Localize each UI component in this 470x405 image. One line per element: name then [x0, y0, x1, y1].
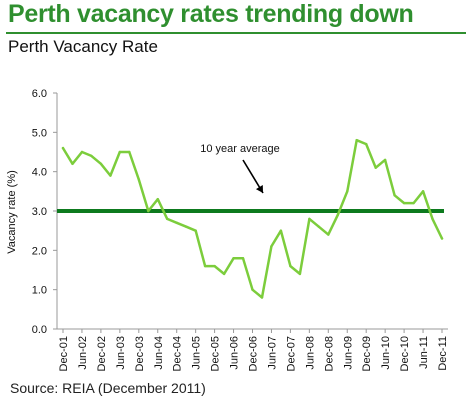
data-point	[327, 233, 330, 236]
data-point	[175, 221, 178, 224]
data-point	[203, 264, 207, 268]
data-point	[109, 174, 112, 177]
y-axis-label: Vacancy rate (%)	[6, 170, 18, 254]
data-point	[440, 237, 444, 240]
data-point	[317, 225, 320, 228]
data-point	[147, 209, 150, 213]
x-tick-label: Jun-08	[304, 336, 316, 370]
average-annotation: 10 year average	[200, 143, 280, 155]
data-point	[393, 194, 396, 197]
x-tick-label: Jun-10	[380, 336, 392, 370]
data-point	[90, 154, 93, 158]
source-note: Source: REIA (December 2011)	[10, 380, 206, 396]
data-point	[260, 296, 264, 299]
data-point	[308, 217, 311, 221]
data-point	[336, 213, 339, 217]
x-tick-label: Dec-08	[323, 336, 335, 371]
y-tick-label: 0.0	[32, 324, 47, 336]
data-point	[128, 150, 131, 154]
x-tick-label: Dec-10	[399, 336, 411, 371]
data-point	[222, 272, 226, 276]
data-point	[194, 229, 197, 232]
data-point	[421, 190, 425, 193]
x-tick-label: Dec-09	[361, 336, 373, 371]
vacancy-rate-line	[61, 138, 444, 299]
x-tick-label: Jun-09	[342, 336, 354, 370]
data-point	[298, 272, 302, 276]
data-point	[213, 264, 216, 268]
data-point	[431, 217, 434, 221]
x-tick-label: Dec-11	[437, 336, 449, 371]
x-axis-ticks: Dec-01 Jun-02 Dec-02 Jun-03 Dec-03 Jun-04 Dec-…	[58, 329, 449, 371]
data-point	[61, 146, 65, 150]
data-point	[137, 178, 140, 181]
data-point	[374, 166, 377, 169]
x-tick-label: Dec-01	[58, 336, 70, 371]
x-tick-label: Jun-06	[229, 336, 241, 370]
x-tick-label: Jun-02	[77, 336, 89, 370]
data-point	[270, 245, 273, 248]
data-point	[232, 257, 235, 260]
data-point	[402, 201, 406, 205]
x-tick-label: Dec-07	[285, 336, 297, 371]
series-group	[61, 138, 444, 299]
data-point	[289, 264, 292, 268]
x-tick-label: Jun-03	[115, 336, 127, 370]
data-point	[412, 201, 415, 205]
data-point	[241, 257, 245, 260]
data-point	[166, 217, 169, 221]
data-point	[365, 142, 368, 146]
y-tick-label: 5.0	[32, 127, 47, 139]
x-tick-label: Dec-03	[134, 336, 146, 371]
data-point	[383, 158, 387, 162]
data-point	[99, 162, 103, 165]
x-tick-label: Jun-11	[418, 336, 430, 369]
data-point	[118, 150, 122, 154]
x-tick-label: Dec-05	[210, 336, 222, 371]
y-tick-label: 4.0	[32, 167, 47, 179]
data-point	[71, 162, 74, 165]
x-tick-label: Dec-02	[96, 336, 108, 371]
x-tick-label: Jun-05	[191, 336, 203, 370]
x-tick-label: Jun-04	[153, 336, 165, 370]
data-point	[185, 225, 188, 228]
y-tick-label: 6.0	[32, 88, 47, 100]
data-point	[355, 139, 358, 142]
headline-divider	[6, 32, 466, 34]
y-tick-label: 3.0	[32, 206, 47, 218]
chart-title: Perth Vacancy Rate	[8, 37, 158, 56]
x-tick-label: Dec-04	[172, 336, 184, 371]
data-point	[156, 198, 159, 201]
annotation-arrowhead	[255, 184, 263, 193]
page-headline: Perth vacancy rates trending down	[8, 0, 414, 28]
data-point	[346, 190, 349, 193]
data-point	[279, 229, 283, 232]
data-point	[80, 150, 84, 154]
y-tick-label: 1.0	[32, 285, 47, 297]
data-point	[251, 288, 254, 291]
y-tick-label: 2.0	[32, 245, 47, 257]
x-tick-label: Dec-06	[248, 336, 260, 371]
x-tick-label: Jun-07	[266, 336, 278, 370]
y-axis-ticks: 0.0 1.0 2.0 3.0 4.0 5.0 6.0	[32, 88, 47, 336]
annotation-group: 10 year average	[200, 143, 280, 194]
